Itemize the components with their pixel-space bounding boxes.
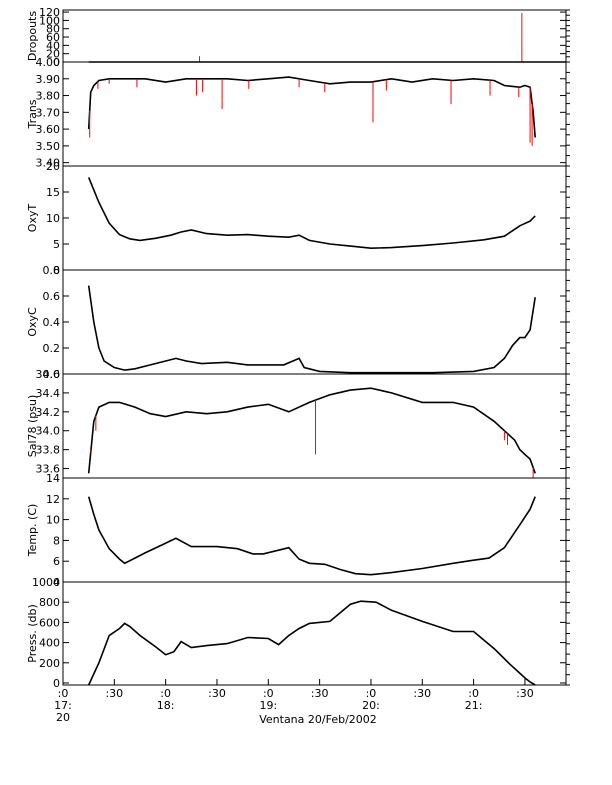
y-tick-label: 10 [46, 212, 60, 225]
y-axis-label: OxyC [26, 307, 39, 337]
series-line [87, 387, 536, 474]
y-tick-label: 120 [39, 6, 60, 19]
panel-frame [62, 61, 567, 167]
y-tick-label: 0.4 [43, 316, 61, 329]
y-tick-label: 60 [46, 31, 60, 44]
y-tick-label: 34.4 [36, 387, 61, 400]
y-tick-label: 10 [46, 514, 60, 527]
x-tick-label: :30 [516, 687, 534, 700]
panel-4: 33.6 33.8 34.0 34.2 34.4 34.6 Sal78 (psu) [26, 368, 570, 479]
y-tick-label: 0.8 [43, 264, 61, 277]
x-tick-label: 17: [54, 699, 72, 712]
y-axis-label: Press. (db) [26, 604, 39, 663]
x-tick-label: :0 [263, 687, 274, 700]
series-line [87, 285, 536, 374]
y-tick-label: 3.90 [36, 73, 61, 86]
y-tick-label: 20 [46, 48, 60, 61]
y-tick-label: 80 [46, 23, 60, 36]
x-tick-label: :0 [366, 687, 377, 700]
y-tick-label: 40 [46, 39, 60, 52]
x-tick-label: :30 [208, 687, 226, 700]
y-tick-label: 0.0 [43, 368, 61, 381]
series-line [87, 496, 536, 576]
y-tick-label: 20 [46, 160, 60, 173]
y-tick-label: 0 [53, 677, 60, 690]
panel-frame [62, 165, 567, 271]
x-axis: :017:20:30:018::30:019::30:020::30:021::… [54, 679, 534, 724]
x-tick-label: 18: [157, 699, 175, 712]
y-axis-label: Temp. (C) [26, 504, 39, 558]
y-tick-label: 33.8 [36, 444, 61, 457]
x-tick-label: 19: [259, 699, 277, 712]
y-tick-label: 0.6 [43, 290, 61, 303]
y-tick-label: 5 [53, 238, 60, 251]
series-line [87, 600, 536, 686]
panel-frame [62, 477, 567, 583]
panel-frame [62, 269, 567, 375]
y-tick-label: 800 [39, 596, 60, 609]
series-line [87, 76, 536, 138]
y-tick-label: 34.2 [36, 406, 61, 419]
y-tick-label: 34.6 [36, 368, 61, 381]
y-tick-label: 4 [53, 576, 60, 589]
y-tick-label: 0.2 [43, 342, 61, 355]
y-tick-label: 3.70 [36, 106, 61, 119]
panel-5: 4 6 8 10 12 14 Temp. (C) [26, 472, 570, 589]
y-axis-label: OxyT [26, 204, 39, 233]
y-tick-label: 0 [53, 56, 60, 69]
y-tick-label: 4.00 [36, 56, 61, 69]
y-axis-label: Trans [26, 99, 39, 129]
y-tick-label: 15 [46, 186, 60, 199]
y-tick-label: 12 [46, 493, 60, 506]
y-tick-label: 3.80 [36, 90, 61, 103]
panel-6: 0 200 400 600 800 1000 Press. (db) [26, 576, 570, 690]
y-tick-label: 34.0 [36, 425, 61, 438]
x-tick-label: 21: [465, 699, 483, 712]
x-tick-label: :0 [160, 687, 171, 700]
panel-2: 0 5 10 15 20 OxyT [26, 160, 570, 277]
series-line [87, 177, 536, 250]
x-tick-label: :30 [311, 687, 329, 700]
y-tick-label: 1000 [32, 576, 60, 589]
panel-frame [62, 373, 567, 479]
x-tick-label: :0 [58, 687, 69, 700]
x-axis-title: Ventana 20/Feb/2002 [259, 713, 377, 726]
y-tick-label: 200 [39, 657, 60, 670]
y-tick-label: 8 [53, 534, 60, 547]
y-tick-label: 14 [46, 472, 60, 485]
y-tick-label: 600 [39, 616, 60, 629]
y-tick-label: 3.60 [36, 123, 61, 136]
x-tick-label: 20: [362, 699, 380, 712]
y-tick-label: 3.40 [36, 157, 61, 170]
y-axis-label: Sal78 (psu) [26, 395, 39, 458]
y-tick-label: 100 [39, 14, 60, 27]
y-tick-label: 6 [53, 555, 60, 568]
y-tick-label: 33.6 [36, 463, 61, 476]
y-tick-label: 400 [39, 637, 60, 650]
chart-panels: 020406080100120Dropouts3.403.503.603.703… [26, 6, 570, 690]
x-tick-label: :0 [468, 687, 479, 700]
y-tick-label: 0 [53, 264, 60, 277]
y-axis-label: Dropouts [26, 11, 39, 61]
x-tick-label: :30 [413, 687, 431, 700]
panel-1: 3.40 3.50 3.60 3.70 3.80 3.90 4.00 Trans [26, 56, 570, 170]
x-tick-label: 20 [56, 711, 70, 724]
panel-3: 0.0 0.2 0.4 0.6 0.8 OxyC [26, 264, 570, 381]
panel-frame [62, 9, 567, 63]
y-tick-label: 3.50 [36, 140, 61, 153]
x-tick-label: :30 [105, 687, 123, 700]
